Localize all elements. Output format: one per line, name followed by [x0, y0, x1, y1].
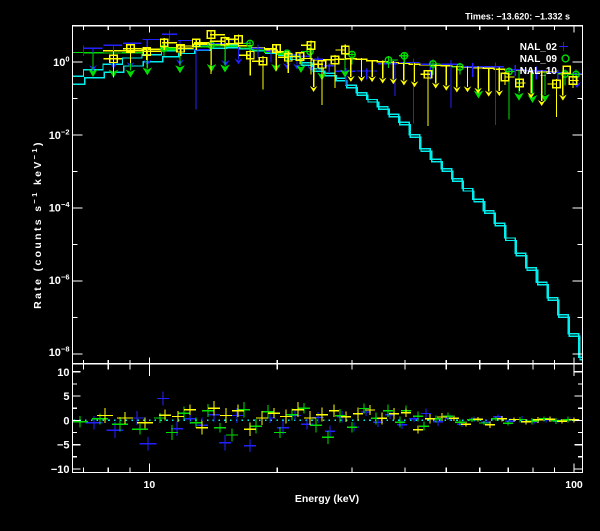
svg-text:NAL_09: NAL_09 [520, 54, 558, 65]
svg-text:NAL_10: NAL_10 [520, 66, 558, 77]
svg-text:5: 5 [63, 391, 69, 403]
svg-text:Energy (keV): Energy (keV) [295, 493, 359, 505]
svg-text:Rate (counts s−1 keV−1): Rate (counts s−1 keV−1) [30, 140, 44, 309]
svg-text:−5: −5 [57, 440, 70, 452]
svg-text:10: 10 [57, 367, 69, 379]
svg-text:Times: −13.620: −1.332 s: Times: −13.620: −1.332 s [465, 12, 570, 22]
svg-text:100: 100 [565, 479, 583, 491]
svg-text:10: 10 [144, 479, 156, 491]
svg-text:NAL_02: NAL_02 [520, 42, 558, 53]
svg-text:0: 0 [63, 415, 69, 427]
svg-text:−10: −10 [51, 464, 70, 476]
